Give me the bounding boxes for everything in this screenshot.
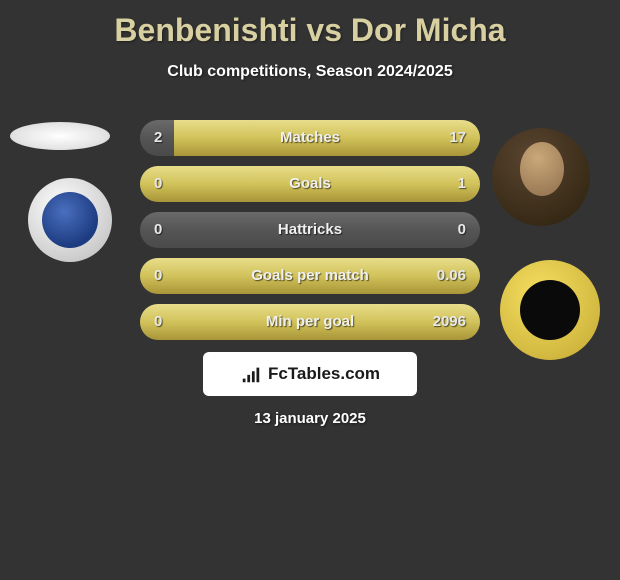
brand-badge: FcTables.com — [203, 352, 417, 396]
player-a-avatar — [10, 122, 110, 150]
stat-row-hattricks: 0 Hattricks 0 — [140, 212, 480, 248]
menorah-icon — [530, 290, 570, 330]
stat-right-value: 2096 — [433, 304, 466, 340]
stat-label: Min per goal — [140, 304, 480, 340]
page-subtitle: Club competitions, Season 2024/2025 — [0, 63, 620, 81]
bar-chart-icon — [240, 363, 262, 385]
stat-label: Goals — [140, 166, 480, 202]
player-b-avatar — [492, 128, 590, 226]
stat-label: Goals per match — [140, 258, 480, 294]
stat-right-value: 1 — [458, 166, 466, 202]
stats-panel: 2 Matches 17 0 Goals 1 0 Hattricks 0 0 G… — [140, 120, 480, 350]
stat-right-value: 0 — [458, 212, 466, 248]
date-stamp: 13 january 2025 — [0, 410, 620, 427]
stat-row-goals: 0 Goals 1 — [140, 166, 480, 202]
club-a-logo — [28, 178, 112, 262]
brand-text: FcTables.com — [268, 364, 380, 384]
page-title: Benbenishti vs Dor Micha — [0, 0, 620, 49]
stat-right-value: 0.06 — [437, 258, 466, 294]
stat-row-gpm: 0 Goals per match 0.06 — [140, 258, 480, 294]
stat-label: Matches — [140, 120, 480, 156]
stat-right-value: 17 — [449, 120, 466, 156]
club-b-logo — [500, 260, 600, 360]
stat-row-mpg: 0 Min per goal 2096 — [140, 304, 480, 340]
stat-label: Hattricks — [140, 212, 480, 248]
stat-row-matches: 2 Matches 17 — [140, 120, 480, 156]
